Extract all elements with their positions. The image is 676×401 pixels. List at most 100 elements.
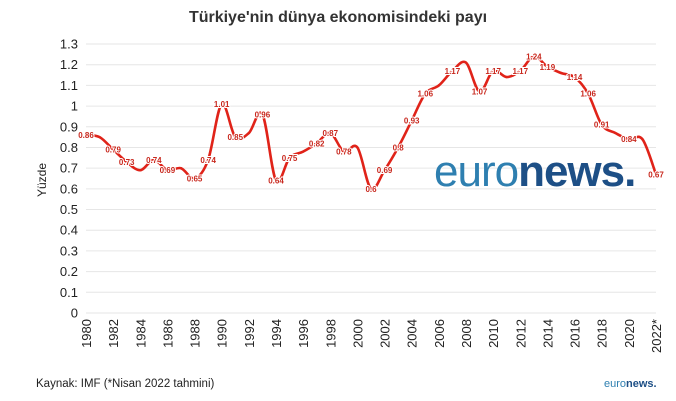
- data-label: 1.17: [485, 67, 501, 76]
- data-point: [519, 69, 522, 73]
- euronews-watermark-logo: euronews.: [434, 147, 636, 196]
- data-labels: 0.860.790.73 0.740.690.650.741.010.850.96…: [77, 51, 665, 194]
- x-tick-label: 2018: [595, 319, 610, 348]
- data-point: [152, 158, 156, 162]
- x-tick-label: 1984: [133, 319, 148, 348]
- data-label: 0.82: [309, 139, 325, 148]
- watermark-part1: euro: [434, 147, 519, 196]
- data-point: [478, 90, 481, 93]
- y-tick-label: 1.1: [60, 78, 78, 93]
- y-tick-label: 0.9: [60, 119, 78, 134]
- data-point: [437, 84, 441, 87]
- y-tick-label: 0.4: [60, 223, 78, 238]
- data-point: [193, 177, 196, 180]
- x-tick-label: 2002: [378, 319, 393, 348]
- chart-title: Türkiye'nin dünya ekonomisindeki payı: [188, 9, 488, 26]
- x-tick-label: 2022*: [649, 319, 664, 353]
- y-tick-label: 1.3: [60, 37, 78, 52]
- x-tick-label: 2014: [540, 319, 555, 348]
- y-tick-label: 0.7: [60, 161, 78, 176]
- data-label: 0.87: [322, 129, 338, 138]
- data-point: [559, 71, 563, 75]
- data-point: [288, 156, 291, 160]
- data-point: [179, 166, 183, 170]
- y-tick-label: 0.1: [60, 285, 78, 300]
- data-label: 1.17: [445, 67, 461, 76]
- x-tick-label: 1988: [188, 319, 203, 348]
- y-tick-label: 0.2: [60, 264, 78, 279]
- data-label: 0.78: [336, 148, 352, 157]
- data-label: 1.17: [512, 67, 528, 76]
- data-point: [369, 187, 373, 191]
- y-tick-label: 1: [71, 99, 78, 114]
- y-tick-label: 0.6: [60, 181, 78, 196]
- y-tick-label: 0.8: [60, 140, 78, 155]
- data-point: [627, 137, 631, 141]
- data-label: 1.14: [567, 73, 583, 82]
- data-label: 0.93: [404, 117, 420, 126]
- data-label: 0.69: [377, 166, 393, 175]
- data-label: 1.24: [526, 52, 542, 61]
- data-point: [396, 146, 400, 149]
- x-tick-label: 2010: [486, 319, 501, 348]
- x-tick-label: 1998: [323, 319, 338, 348]
- data-label: 1.19: [540, 63, 556, 72]
- data-point: [125, 160, 128, 164]
- data-point: [315, 142, 318, 145]
- data-label: 1.06: [417, 90, 433, 99]
- data-point: [464, 61, 468, 64]
- y-axis-label: Yüzde: [35, 163, 49, 197]
- x-tick-label: 2000: [350, 319, 365, 348]
- data-point: [383, 169, 386, 172]
- data-point: [247, 131, 251, 135]
- x-tick-label: 2012: [513, 319, 528, 348]
- data-point: [274, 179, 278, 182]
- x-tick-label: 2016: [568, 319, 583, 348]
- data-point: [220, 102, 223, 106]
- data-label: 0.91: [594, 121, 610, 130]
- data-label: 0.96: [255, 110, 271, 119]
- source-note: Kaynak: IMF (*Nisan 2022 tahmini): [36, 378, 215, 390]
- x-tick-label: 2006: [432, 319, 447, 348]
- x-tick-label: 2008: [459, 319, 474, 348]
- y-tick-label: 0: [71, 306, 78, 321]
- data-point: [573, 75, 576, 79]
- x-tick-label: 1986: [160, 319, 175, 348]
- data-label: 1.06: [580, 90, 596, 99]
- data-point: [654, 173, 658, 176]
- y-tick-label: 1.2: [60, 57, 78, 72]
- data-label: 0.86: [78, 131, 94, 140]
- data-point: [111, 148, 115, 151]
- data-label: 1.01: [214, 100, 230, 109]
- data-point: [206, 158, 210, 162]
- x-tick-label: 1992: [242, 319, 257, 348]
- y-tick-label: 0.5: [60, 202, 78, 217]
- data-point: [600, 123, 603, 126]
- data-point: [505, 75, 508, 79]
- data-point: [139, 169, 142, 172]
- data-label: 0.65: [187, 175, 203, 184]
- y-tick-label: 0.3: [60, 243, 78, 258]
- data-point: [98, 135, 101, 139]
- x-tick-label: 1994: [269, 319, 284, 348]
- data-point: [301, 150, 305, 153]
- data-point: [546, 65, 549, 68]
- data-label: 1.07: [472, 88, 488, 97]
- data-point: [234, 135, 237, 139]
- footer-logo-part2: news.: [626, 378, 657, 390]
- data-label: 0.6: [365, 185, 377, 194]
- data-label: 0.67: [648, 170, 664, 179]
- data-label: 0.74: [200, 156, 216, 165]
- y-axis-ticks: 0 0.1 0.2 0.3 0.4 0.5 0.6 0.7 0.8 0.9 1 1.1 1.2 1.3: [60, 37, 78, 321]
- data-point: [424, 92, 427, 95]
- data-point: [356, 146, 359, 149]
- x-tick-label: 1990: [215, 319, 230, 348]
- watermark-part2: news.: [518, 147, 636, 196]
- data-point: [641, 137, 644, 141]
- data-point: [491, 69, 495, 73]
- data-point: [342, 150, 346, 153]
- data-label: 0.85: [227, 133, 243, 142]
- data-label: 0.75: [282, 154, 298, 163]
- footer-logo-part1: euro: [604, 378, 627, 390]
